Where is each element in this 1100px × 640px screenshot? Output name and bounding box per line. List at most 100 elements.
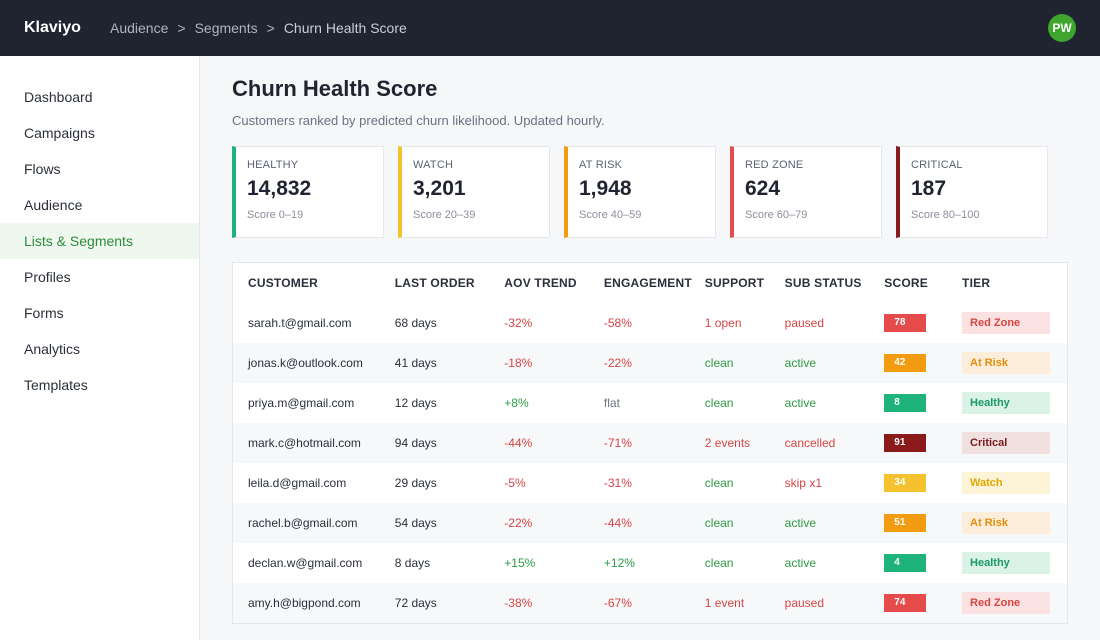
- score-cell: 78: [884, 303, 962, 343]
- score-cell: 34: [884, 463, 962, 503]
- score-badge: 42: [884, 354, 927, 372]
- table-row[interactable]: declan.w@gmail.com 8 days +15% +12% clean act…: [233, 543, 1067, 583]
- customer-email[interactable]: rachel.b@gmail.com: [248, 516, 358, 530]
- table-row[interactable]: rachel.b@gmail.com 54 days -22% -44% clean ac…: [233, 503, 1067, 543]
- tier-cell: Healthy: [962, 383, 1067, 423]
- table-row[interactable]: amy.h@bigpond.com 72 days -38% -67% 1 event p…: [233, 583, 1067, 623]
- customer-email[interactable]: jonas.k@outlook.com: [248, 356, 363, 370]
- tier-badge: At Risk: [962, 512, 1051, 534]
- support-status: clean: [704, 516, 734, 530]
- breadcrumb-segments[interactable]: Segments: [194, 20, 258, 36]
- sub-status: active: [784, 356, 816, 370]
- customer-email[interactable]: amy.h@bigpond.com: [248, 596, 361, 610]
- engagement: -67%: [603, 596, 632, 610]
- engagement: -71%: [603, 436, 632, 450]
- score-badge: 34: [884, 474, 927, 492]
- last-order: 54 days: [394, 516, 437, 530]
- sidebar: Dashboard Campaigns Flows Audience Lists…: [0, 56, 200, 640]
- breadcrumb-separator: >: [266, 20, 275, 36]
- customer-email[interactable]: leila.d@gmail.com: [248, 476, 347, 490]
- column-header-score[interactable]: SCORE: [884, 276, 928, 290]
- customer-email[interactable]: sarah.t@gmail.com: [248, 316, 352, 330]
- sidebar-item-campaigns[interactable]: Campaigns: [24, 125, 95, 141]
- customer-table: CUSTOMER LAST ORDER AOV TREND ENGAGEMENT…: [232, 262, 1068, 624]
- score-badge: 78: [884, 314, 927, 332]
- card-range: Score 60–79: [745, 209, 808, 221]
- engagement: -22%: [603, 356, 632, 370]
- table-row[interactable]: priya.m@gmail.com 12 days +8% flat clean acti…: [233, 383, 1067, 423]
- column-header-engagement[interactable]: ENGAGEMENT: [603, 276, 692, 290]
- customer-email[interactable]: declan.w@gmail.com: [248, 556, 363, 570]
- card-label: HEALTHY: [247, 159, 299, 171]
- aov-trend: -38%: [504, 596, 533, 610]
- score-badge: 8: [884, 394, 927, 412]
- column-header-aov-trend[interactable]: AOV TREND: [504, 276, 577, 290]
- summary-card-red-zone[interactable]: RED ZONE 624 Score 60–79: [730, 146, 882, 238]
- last-order: 94 days: [394, 436, 437, 450]
- aov-trend: -32%: [504, 316, 533, 330]
- summary-card-healthy[interactable]: HEALTHY 14,832 Score 0–19: [232, 146, 384, 238]
- card-range: Score 80–100: [911, 209, 980, 221]
- score-badge: 4: [884, 554, 927, 572]
- score-cell: 42: [884, 343, 962, 383]
- column-header-last-order[interactable]: LAST ORDER: [394, 276, 475, 290]
- support-status: 1 open: [704, 316, 742, 330]
- sidebar-item-analytics[interactable]: Analytics: [24, 341, 81, 357]
- last-order: 41 days: [394, 356, 437, 370]
- table-header-row: CUSTOMER LAST ORDER AOV TREND ENGAGEMENT…: [233, 263, 1067, 303]
- table-row[interactable]: mark.c@hotmail.com 94 days -44% -71% 2 event…: [233, 423, 1067, 463]
- sidebar-item-audience[interactable]: Audience: [24, 197, 83, 213]
- sidebar-item-templates[interactable]: Templates: [24, 377, 88, 393]
- summary-card-critical[interactable]: CRITICAL 187 Score 80–100: [896, 146, 1048, 238]
- tier-badge: At Risk: [962, 352, 1051, 374]
- card-value: 1,948: [579, 177, 632, 200]
- column-header-sub-status[interactable]: SUB STATUS: [784, 276, 862, 290]
- breadcrumb-current: Churn Health Score: [283, 20, 407, 36]
- column-header-customer[interactable]: CUSTOMER: [248, 276, 319, 290]
- engagement: -31%: [603, 476, 632, 490]
- card-range: Score 0–19: [247, 209, 304, 221]
- aov-trend: -18%: [504, 356, 533, 370]
- top-bar: Klaviyo Audience > Segments > Churn Heal…: [0, 0, 1100, 56]
- tier-badge: Critical: [962, 432, 1051, 454]
- last-order: 68 days: [394, 316, 437, 330]
- sidebar-item-profiles[interactable]: Profiles: [24, 269, 71, 285]
- support-status: clean: [704, 396, 734, 410]
- sidebar-item-flows[interactable]: Flows: [24, 161, 61, 177]
- sub-status: skip x1: [784, 476, 822, 490]
- main-content: Churn Health Score Customers ranked by p…: [232, 56, 1068, 624]
- sidebar-item-lists-segments[interactable]: Lists & Segments: [0, 223, 199, 259]
- card-label: AT RISK: [579, 159, 623, 171]
- page-title: Churn Health Score: [232, 76, 438, 101]
- aov-trend: -44%: [504, 436, 533, 450]
- column-header-support[interactable]: SUPPORT: [704, 276, 765, 290]
- sidebar-item-forms[interactable]: Forms: [24, 305, 64, 321]
- customer-email[interactable]: mark.c@hotmail.com: [248, 436, 361, 450]
- card-value: 14,832: [247, 177, 312, 200]
- score-cell: 51: [884, 503, 962, 543]
- app-logo[interactable]: Klaviyo: [24, 19, 81, 36]
- last-order: 72 days: [394, 596, 437, 610]
- engagement: -58%: [603, 316, 632, 330]
- card-value: 624: [745, 177, 781, 200]
- summary-card-watch[interactable]: WATCH 3,201 Score 20–39: [398, 146, 550, 238]
- card-label: RED ZONE: [745, 159, 804, 171]
- sub-status: paused: [784, 596, 825, 610]
- summary-card-at-risk[interactable]: AT RISK 1,948 Score 40–59: [564, 146, 716, 238]
- breadcrumb-audience[interactable]: Audience: [110, 20, 169, 36]
- sub-status: active: [784, 396, 816, 410]
- column-header-tier[interactable]: TIER: [962, 276, 991, 290]
- card-value: 187: [911, 177, 947, 200]
- sidebar-item-dashboard[interactable]: Dashboard: [24, 89, 93, 105]
- card-label: CRITICAL: [911, 159, 963, 171]
- sub-status: paused: [784, 316, 825, 330]
- card-range: Score 40–59: [579, 209, 642, 221]
- support-status: 1 event: [704, 596, 745, 610]
- score-badge: 74: [884, 594, 927, 612]
- table-row[interactable]: jonas.k@outlook.com 41 days -18% -22% clean a…: [233, 343, 1067, 383]
- table-row[interactable]: sarah.t@gmail.com 68 days -32% -58% 1 open pa…: [233, 303, 1067, 343]
- table-row[interactable]: leila.d@gmail.com 29 days -5% -31% clean skip…: [233, 463, 1067, 503]
- customer-email[interactable]: priya.m@gmail.com: [248, 396, 355, 410]
- engagement: +12%: [603, 556, 635, 570]
- user-avatar[interactable]: PW: [1048, 14, 1076, 42]
